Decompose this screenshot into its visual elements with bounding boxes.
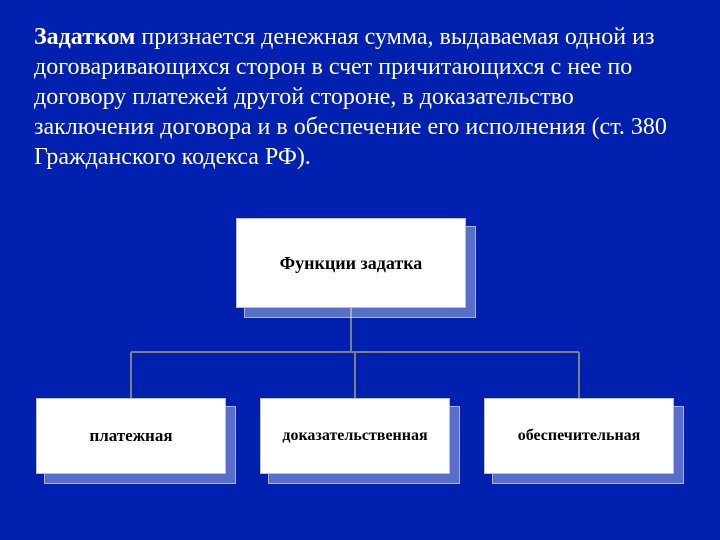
child-node-1: доказательственная [260, 398, 450, 474]
child-node-1-face: доказательственная [260, 398, 450, 474]
root-node-label: Функции задатка [280, 253, 423, 274]
child-node-1-label: доказательственная [282, 427, 427, 445]
child-node-2-label: обеспечительная [518, 427, 641, 445]
child-node-2-face: обеспечительная [484, 398, 674, 474]
child-node-2: обеспечительная [484, 398, 674, 474]
root-node: Функции задатка [236, 218, 466, 308]
child-node-0-face: платежная [36, 398, 226, 474]
diagram: Функции задатка платежная доказательстве… [0, 218, 720, 518]
root-node-face: Функции задатка [236, 218, 466, 308]
child-node-0: платежная [36, 398, 226, 474]
slide: Задатком признается денежная сумма, выда… [0, 0, 720, 540]
child-node-0-label: платежная [89, 426, 172, 446]
definition-term: Задатком [34, 24, 135, 50]
definition-text: Задатком признается денежная сумма, выда… [34, 22, 680, 172]
